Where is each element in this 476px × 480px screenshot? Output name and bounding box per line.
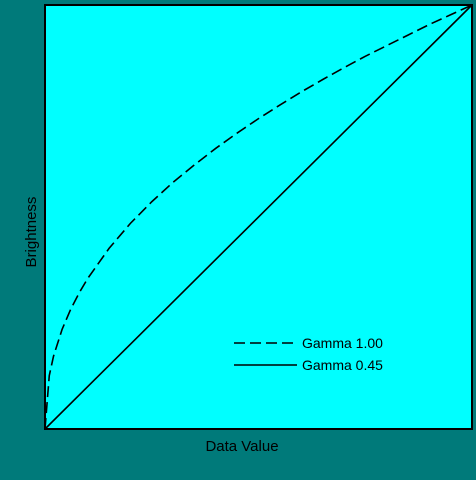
series-layer xyxy=(44,4,473,430)
y-axis-title: Brightness xyxy=(23,197,40,268)
series-line-gamma-1-00 xyxy=(44,4,473,430)
legend-label-gamma-0-45: Gamma 0.45 xyxy=(302,357,383,373)
x-axis-title: Data Value xyxy=(205,438,278,455)
legend: Gamma 1.00 Gamma 0.45 xyxy=(234,335,383,373)
series-line-gamma-0-45 xyxy=(44,4,473,430)
legend-label-gamma-1-00: Gamma 1.00 xyxy=(302,335,383,351)
